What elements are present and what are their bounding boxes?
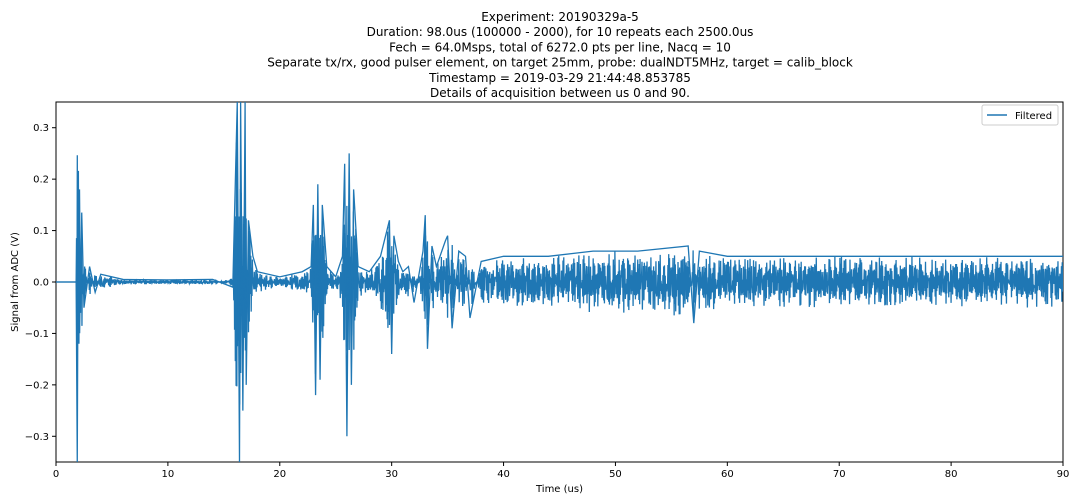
title-line-3: Separate tx/rx, good pulser element, on …: [267, 56, 853, 70]
y-tick-label-1: −0.2: [25, 380, 49, 391]
title-line-1: Duration: 98.0us (100000 - 2000), for 10…: [367, 25, 754, 39]
x-tick-label-3: 30: [385, 469, 398, 480]
x-tick-label-1: 10: [162, 469, 175, 480]
y-tick-label-5: 0.2: [33, 175, 49, 186]
y-axis-label: Signal from ADC (V): [10, 232, 21, 332]
x-axis: 0 10 20 30 40 50 60 70 80 90: [53, 462, 1070, 480]
y-axis: −0.3 −0.2 −0.1 0.0 0.1 0.2 0.3: [25, 123, 56, 443]
y-tick-label-4: 0.1: [33, 226, 49, 237]
series-layer: [56, 102, 1063, 462]
x-tick-label-6: 60: [721, 469, 734, 480]
x-tick-label-8: 80: [945, 469, 958, 480]
x-tick-label-4: 40: [497, 469, 510, 480]
y-tick-label-0: −0.3: [25, 432, 49, 443]
x-tick-label-0: 0: [53, 469, 59, 480]
series-line-0: [56, 142, 1063, 405]
y-tick-label-2: −0.1: [25, 329, 49, 340]
x-tick-label-5: 50: [609, 469, 622, 480]
title-line-5: Details of acquisition between us 0 and …: [430, 86, 690, 100]
x-tick-label-2: 20: [273, 469, 286, 480]
legend: Filtered: [981, 104, 1059, 126]
title-line-2: Fech = 64.0Msps, total of 6272.0 pts per…: [389, 40, 731, 54]
legend-box: [981, 104, 1059, 126]
y-tick-label-6: 0.3: [33, 123, 49, 134]
x-tick-label-7: 70: [833, 469, 846, 480]
x-tick-label-9: 90: [1057, 469, 1070, 480]
series-peaks-0: [56, 102, 1063, 462]
x-axis-label: Time (us): [535, 484, 583, 495]
title-line-0: Experiment: 20190329a-5: [481, 10, 639, 24]
legend-label-0: Filtered: [1015, 111, 1052, 122]
title-line-4: Timestamp = 2019-03-29 21:44:48.853785: [428, 71, 691, 85]
y-tick-label-3: 0.0: [33, 278, 49, 289]
